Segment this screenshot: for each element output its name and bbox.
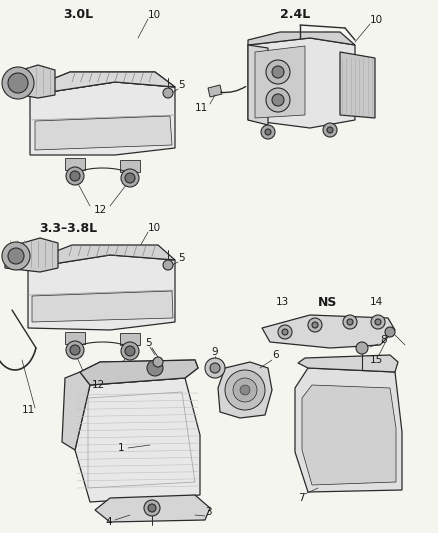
Text: 12: 12 [93,205,106,215]
Text: 12: 12 [92,380,105,390]
Polygon shape [62,372,90,450]
Circle shape [125,173,135,183]
Polygon shape [120,160,140,172]
Polygon shape [30,72,175,95]
Circle shape [153,357,163,367]
Polygon shape [248,32,355,45]
Text: 10: 10 [370,15,383,25]
Circle shape [147,360,163,376]
Polygon shape [35,116,172,150]
Text: 5: 5 [145,338,151,348]
Circle shape [261,125,275,139]
Circle shape [385,327,395,337]
Text: 5: 5 [178,80,185,90]
Polygon shape [95,495,210,522]
Circle shape [347,319,353,325]
Polygon shape [248,38,355,128]
Circle shape [8,73,28,93]
Polygon shape [30,72,175,95]
Polygon shape [30,82,175,155]
Text: 10: 10 [148,223,161,233]
Circle shape [375,319,381,325]
Circle shape [144,500,160,516]
Circle shape [2,242,30,270]
Text: NS: NS [318,295,337,309]
Circle shape [327,127,333,133]
Polygon shape [295,368,402,492]
Polygon shape [120,333,140,345]
Circle shape [121,342,139,360]
Circle shape [70,171,80,181]
Polygon shape [262,315,395,348]
Polygon shape [302,385,396,485]
Text: 10: 10 [148,10,161,20]
Polygon shape [75,378,200,502]
Polygon shape [80,360,198,385]
Polygon shape [298,355,398,372]
Circle shape [125,346,135,356]
Text: 11: 11 [195,103,208,113]
Text: 6: 6 [272,350,279,360]
Circle shape [66,167,84,185]
Text: 11: 11 [22,405,35,415]
Circle shape [240,385,250,395]
Text: 15: 15 [370,355,383,365]
Polygon shape [340,52,375,118]
Circle shape [266,88,290,112]
Circle shape [278,325,292,339]
Text: 4: 4 [105,517,112,527]
Circle shape [266,60,290,84]
Circle shape [205,358,225,378]
Circle shape [233,378,257,402]
Polygon shape [218,362,272,418]
Circle shape [66,341,84,359]
Text: 9: 9 [212,347,218,357]
Circle shape [121,169,139,187]
Text: 3.3–3.8L: 3.3–3.8L [39,222,97,235]
Text: 7: 7 [298,493,304,503]
Circle shape [148,504,156,512]
Text: 2.4L: 2.4L [280,9,310,21]
Circle shape [312,322,318,328]
Polygon shape [5,65,55,98]
Circle shape [308,318,322,332]
Text: 3.0L: 3.0L [63,9,93,21]
Text: 3: 3 [205,507,212,517]
Polygon shape [65,332,85,344]
Polygon shape [28,245,175,268]
Text: 1: 1 [118,443,125,453]
Circle shape [210,363,220,373]
Circle shape [272,66,284,78]
Polygon shape [80,360,198,385]
Circle shape [323,123,337,137]
Polygon shape [208,85,222,97]
Polygon shape [65,158,85,170]
Circle shape [163,88,173,98]
Text: 8: 8 [380,335,387,345]
Circle shape [272,94,284,106]
Polygon shape [28,255,175,330]
Circle shape [343,315,357,329]
Text: 14: 14 [370,297,383,307]
Circle shape [282,329,288,335]
Circle shape [70,345,80,355]
Text: 13: 13 [276,297,289,307]
Polygon shape [5,238,58,272]
Circle shape [265,129,271,135]
Polygon shape [255,46,305,118]
Circle shape [371,315,385,329]
Polygon shape [248,45,268,125]
Circle shape [225,370,265,410]
Circle shape [163,260,173,270]
Polygon shape [32,291,173,322]
Circle shape [8,248,24,264]
Circle shape [2,67,34,99]
Text: 5: 5 [178,253,185,263]
Circle shape [356,342,368,354]
